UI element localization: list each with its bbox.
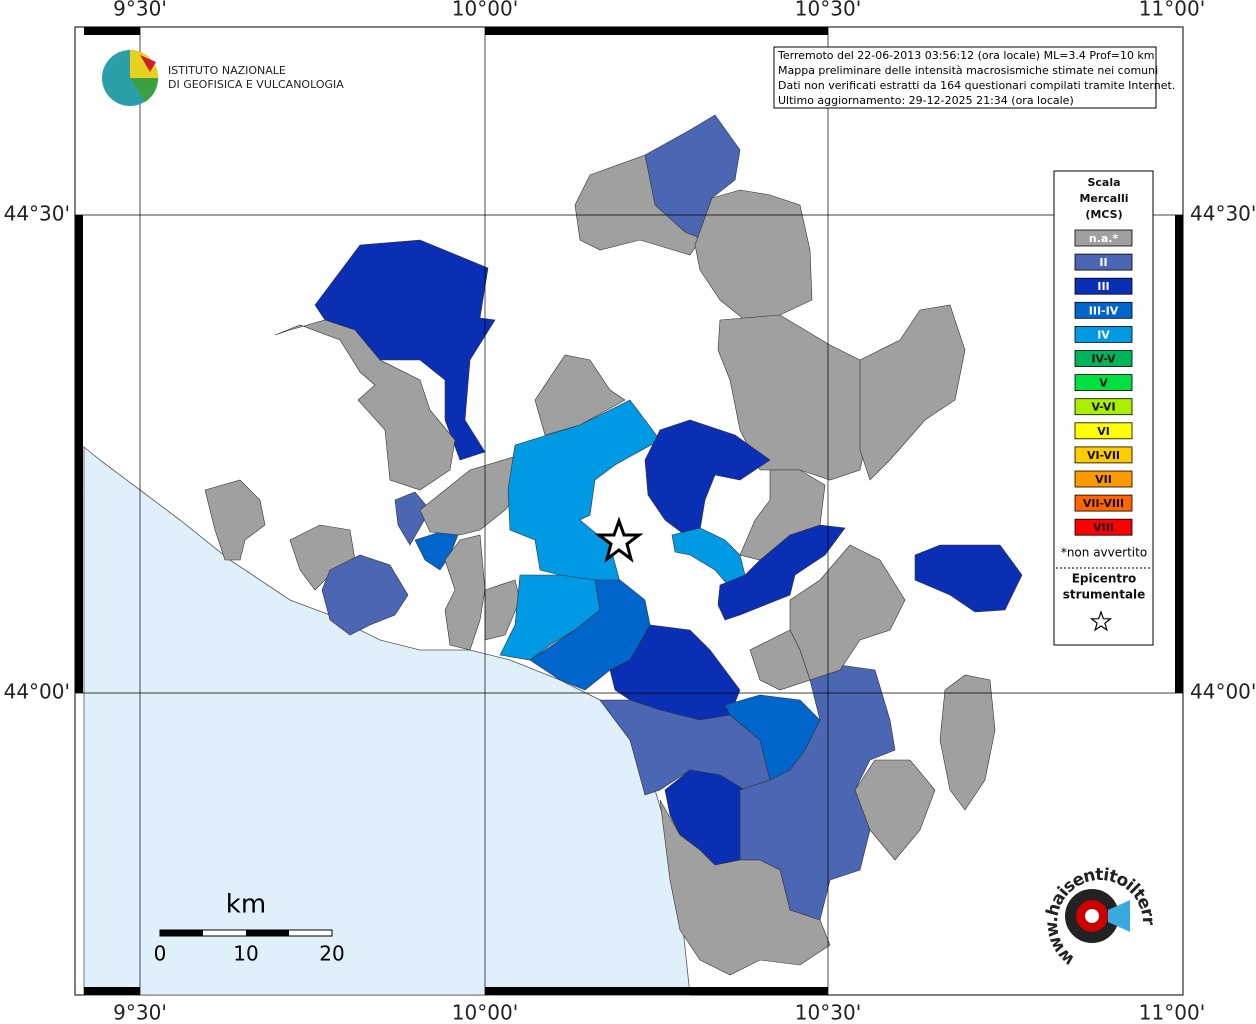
info-line: Mappa preliminare delle intensità macros… xyxy=(778,64,1158,77)
legend-swatch xyxy=(1074,374,1133,392)
longitude-label: 9°30' xyxy=(113,1001,167,1024)
legend-title: (MCS) xyxy=(1085,208,1122,221)
legend-star xyxy=(1089,610,1113,632)
legend-swatch xyxy=(1074,446,1133,464)
longitude-label: 10°00' xyxy=(452,0,518,21)
legend-label: II xyxy=(1099,256,1107,269)
region xyxy=(534,354,626,436)
legend-label: III xyxy=(1097,280,1109,293)
logo-segment xyxy=(130,50,158,78)
logo-ring xyxy=(1085,909,1099,923)
region xyxy=(529,579,651,691)
region xyxy=(717,314,876,481)
legend-swatch xyxy=(1074,325,1133,343)
legend-swatch xyxy=(1074,470,1133,488)
scale-label: 20 xyxy=(319,942,344,966)
region xyxy=(659,799,831,976)
frame-bar xyxy=(84,27,140,35)
region xyxy=(274,319,456,491)
legend-label: VI xyxy=(1097,425,1110,438)
region xyxy=(419,454,531,536)
region xyxy=(694,189,813,321)
logo-speaker xyxy=(1108,900,1130,932)
coordinate-labels: 9°30' 10°00' 10°30' 11°00' 9°30' 10°00' … xyxy=(4,0,1256,1024)
info-frame xyxy=(773,46,1157,109)
legend-swatch xyxy=(1074,494,1133,512)
legend-label: IV-V xyxy=(1091,353,1116,366)
legend-swatch xyxy=(1074,518,1133,536)
logo-segment xyxy=(130,78,159,102)
region xyxy=(394,491,431,546)
legend-label: V-VI xyxy=(1091,401,1115,414)
legend-label: VI-VII xyxy=(1087,449,1120,462)
longitude-label: 10°30' xyxy=(795,1001,861,1024)
logo-text: DI GEOFISICA E VULCANOLOGIA xyxy=(168,78,344,91)
longitude-label: 11°00' xyxy=(1139,1001,1205,1024)
region xyxy=(644,114,741,241)
legend-label: V xyxy=(1099,377,1108,390)
scale-bar: km 0 10 20 xyxy=(154,890,345,966)
legend-swatch xyxy=(1074,350,1133,367)
region xyxy=(749,629,811,691)
region xyxy=(854,759,936,861)
legend-swatch xyxy=(1074,398,1133,416)
region xyxy=(321,554,409,636)
info-line: Dati non verificati estratti da 164 ques… xyxy=(778,79,1175,92)
ingv-logo: ISTITUTO NAZIONALE DI GEOFISICA E VULCAN… xyxy=(102,50,344,106)
frame-bar xyxy=(485,27,828,35)
latitude-label: 44°00' xyxy=(1190,680,1256,704)
legend-epicentre: Epicentro xyxy=(1072,572,1137,586)
longitude-label: 10°30' xyxy=(795,0,861,21)
legend-swatch xyxy=(1074,422,1133,440)
frame-bar xyxy=(485,987,828,995)
legend-label: VIII xyxy=(1093,521,1114,534)
legend-swatch xyxy=(1074,301,1133,319)
longitude-label: 9°30' xyxy=(113,0,167,21)
frame-bar xyxy=(75,215,83,693)
legend-label: VII-VIII xyxy=(1083,497,1124,510)
frame-bar xyxy=(84,987,140,995)
frame-bar xyxy=(1175,215,1183,693)
longitude-label: 11°00' xyxy=(1139,0,1205,21)
region xyxy=(859,304,966,481)
legend-epicentre: strumentale xyxy=(1063,588,1146,602)
region xyxy=(914,544,1023,613)
scale-segment xyxy=(160,930,203,936)
legend-title: Scala xyxy=(1087,176,1120,189)
region xyxy=(739,469,826,561)
legend-label: III-IV xyxy=(1089,304,1119,317)
logo-segment xyxy=(140,55,156,72)
graticule xyxy=(75,27,1183,995)
info-box: Terremoto del 22-06-2013 03:56:12 (ora l… xyxy=(773,46,1175,109)
legend-label: n.a.* xyxy=(1089,232,1119,245)
legend-label: IV xyxy=(1097,328,1110,341)
legend-swatch xyxy=(1074,229,1133,247)
legend-title: Mercalli xyxy=(1079,192,1128,205)
region xyxy=(204,479,266,561)
legend: Scala Mercalli (MCS) *non avvertito Epic… xyxy=(1053,170,1154,646)
legend-swatch xyxy=(1074,253,1133,271)
info-line: Terremoto del 22-06-2013 03:56:12 (ora l… xyxy=(777,49,1155,62)
scale-label: 0 xyxy=(154,942,167,966)
info-line: Ultimo aggiornamento: 29-12-2025 21:34 (… xyxy=(778,94,1074,107)
latitude-label: 44°30' xyxy=(4,202,70,226)
legend-label: VII xyxy=(1095,473,1112,486)
region xyxy=(444,534,486,651)
latitude-label: 44°30' xyxy=(1190,202,1256,226)
logo-text: ISTITUTO NAZIONALE xyxy=(168,64,286,77)
latitude-label: 44°00' xyxy=(4,680,70,704)
legend-note: *non avvertito xyxy=(1061,546,1147,560)
scale-unit: km xyxy=(226,890,266,920)
region xyxy=(574,154,701,256)
municipalities xyxy=(204,114,1023,976)
legend-swatch xyxy=(1074,277,1133,295)
longitude-label: 10°00' xyxy=(452,1001,518,1024)
region xyxy=(499,574,601,661)
scale-segment xyxy=(246,930,289,936)
region xyxy=(939,674,996,811)
region xyxy=(644,419,771,536)
scale-label: 10 xyxy=(233,942,258,966)
epicentre xyxy=(594,516,644,563)
